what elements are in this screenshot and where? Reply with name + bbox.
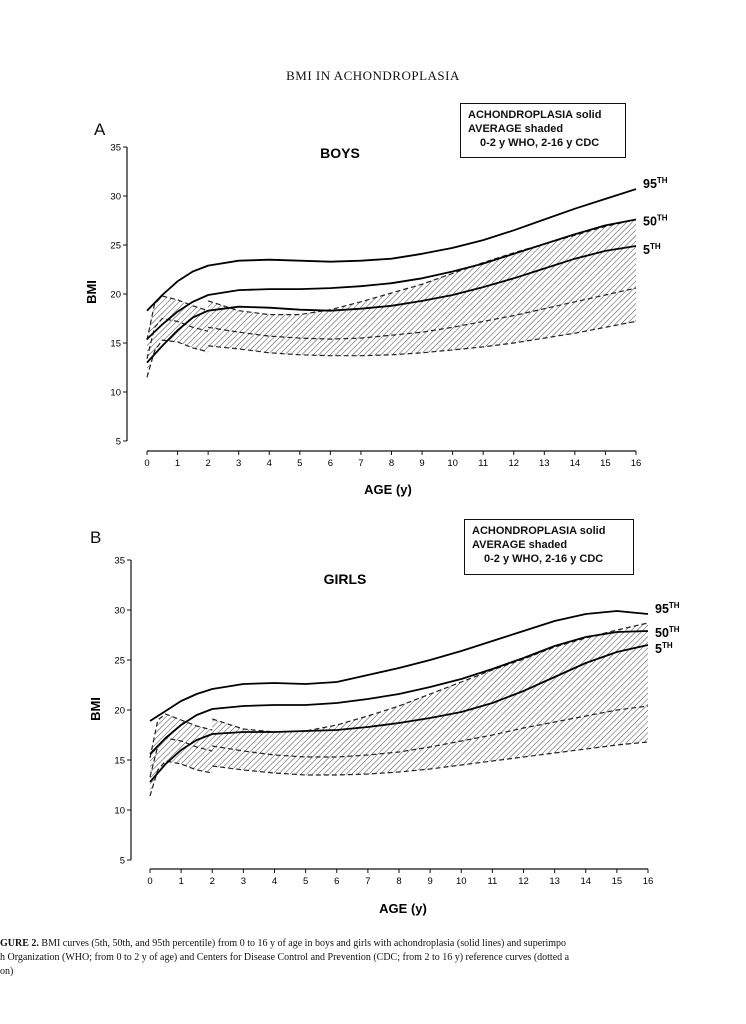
- x-tick-label: 11: [478, 458, 488, 469]
- x-tick-label: 1: [175, 458, 180, 469]
- cdc-reference-band: [212, 623, 649, 775]
- x-tick-label: 4: [272, 876, 277, 887]
- x-axis-label: AGE (y): [364, 482, 412, 497]
- y-tick-label: 20: [114, 706, 125, 717]
- y-tick-label: 30: [114, 606, 125, 617]
- series-label: 95TH: [643, 176, 668, 191]
- y-tick-label: 5: [120, 856, 125, 867]
- reference-line: [146, 339, 209, 378]
- x-tick-label: 15: [612, 876, 623, 887]
- series-label: 50TH: [655, 625, 680, 640]
- x-tick-label: 7: [365, 876, 370, 887]
- y-axis-label: BMI: [84, 280, 99, 304]
- legend-box-girls: ACHONDROPLASIA solid AVERAGE shaded 0-2 …: [464, 519, 634, 575]
- legend-line-3: 0-2 y WHO, 2-16 y CDC: [484, 553, 604, 565]
- y-axis-label: BMI: [88, 697, 103, 721]
- x-axis-label: AGE (y): [379, 901, 427, 916]
- y-tick-label: 15: [114, 756, 125, 767]
- legend-line-2: AVERAGE shaded: [472, 539, 568, 551]
- x-tick-label: 9: [427, 876, 432, 887]
- series-line: [146, 218, 637, 340]
- legend-line-2: AVERAGE shaded: [468, 123, 564, 135]
- cdc-reference-band: [208, 219, 636, 356]
- y-tick-label: 35: [110, 143, 121, 154]
- caption-line-1: GURE 2. BMI curves (5th, 50th, and 95th …: [0, 937, 746, 951]
- x-tick-label: 10: [447, 458, 458, 469]
- x-tick-label: 8: [396, 876, 401, 887]
- series-label: 5TH: [643, 242, 661, 257]
- x-tick-label: 14: [570, 458, 581, 469]
- reference-line: [149, 737, 213, 778]
- x-tick-label: 9: [419, 458, 424, 469]
- y-tick-label: 25: [110, 241, 121, 252]
- x-tick-label: 16: [643, 876, 654, 887]
- y-tick-label: 25: [114, 656, 125, 667]
- legend-box-boys: ACHONDROPLASIA solid AVERAGE shaded 0-2 …: [460, 103, 626, 158]
- panel-letter-a: A: [94, 120, 106, 139]
- y-tick-label: 30: [110, 192, 121, 203]
- x-tick-label: 4: [267, 458, 272, 469]
- x-tick-label: 12: [518, 876, 529, 887]
- series-line: [149, 630, 649, 755]
- x-tick-label: 0: [147, 876, 152, 887]
- panel-letter-b: B: [90, 528, 102, 547]
- caption-line-2: h Organization (WHO; from 0 to 2 y of ag…: [0, 952, 570, 963]
- x-tick-label: 2: [205, 458, 210, 469]
- x-tick-label: 3: [236, 458, 241, 469]
- series-label: 5TH: [655, 641, 673, 656]
- x-tick-label: 0: [144, 458, 149, 469]
- series-line: [146, 188, 637, 312]
- caption-label: GURE 2.: [0, 938, 39, 949]
- reference-line: [212, 741, 649, 776]
- reference-line: [149, 760, 213, 797]
- x-tick-label: 16: [631, 458, 642, 469]
- x-tick-label: 10: [456, 876, 467, 887]
- y-tick-label: 35: [114, 556, 125, 567]
- caption-text-1: BMI curves (5th, 50th, and 95th percenti…: [41, 938, 567, 949]
- x-tick-label: 2: [210, 876, 215, 887]
- y-tick-label: 20: [110, 290, 121, 301]
- x-tick-label: 11: [487, 876, 497, 887]
- y-tick-label: 10: [114, 806, 125, 817]
- x-tick-label: 14: [580, 876, 591, 887]
- series-line: [146, 245, 637, 364]
- who-reference-band: [150, 714, 213, 796]
- x-tick-label: 8: [389, 458, 394, 469]
- x-tick-label: 12: [508, 458, 519, 469]
- chart-title: BOYS: [320, 145, 360, 161]
- x-tick-label: 13: [549, 876, 560, 887]
- series-label: 95TH: [655, 601, 680, 616]
- x-tick-label: 5: [297, 458, 302, 469]
- series-line: [149, 610, 649, 722]
- legend-line-1: ACHONDROPLASIA solid: [472, 525, 606, 537]
- x-tick-label: 6: [328, 458, 333, 469]
- y-tick-label: 10: [110, 388, 121, 399]
- x-tick-label: 7: [358, 458, 363, 469]
- x-tick-label: 1: [178, 876, 183, 887]
- reference-line: [149, 713, 213, 759]
- y-tick-label: 5: [116, 437, 121, 448]
- who-reference-band: [147, 296, 209, 378]
- reference-line: [208, 287, 637, 340]
- page-header: BMI IN ACHONDROPLASIA: [286, 68, 460, 83]
- x-tick-label: 5: [303, 876, 308, 887]
- chart-title: GIRLS: [324, 571, 367, 587]
- caption-line-3: on): [0, 966, 14, 977]
- figure-caption: GURE 2. BMI curves (5th, 50th, and 95th …: [0, 937, 746, 979]
- x-tick-label: 3: [241, 876, 246, 887]
- y-tick-label: 15: [110, 339, 121, 350]
- legend-line-3: 0-2 y WHO, 2-16 y CDC: [480, 137, 600, 149]
- x-tick-label: 6: [334, 876, 339, 887]
- reference-line: [212, 705, 649, 758]
- series-label: 50TH: [643, 214, 668, 229]
- series-line: [149, 644, 649, 783]
- reference-line: [146, 295, 209, 341]
- legend-line-1: ACHONDROPLASIA solid: [468, 109, 602, 121]
- x-tick-label: 13: [539, 458, 550, 469]
- x-tick-label: 15: [600, 458, 611, 469]
